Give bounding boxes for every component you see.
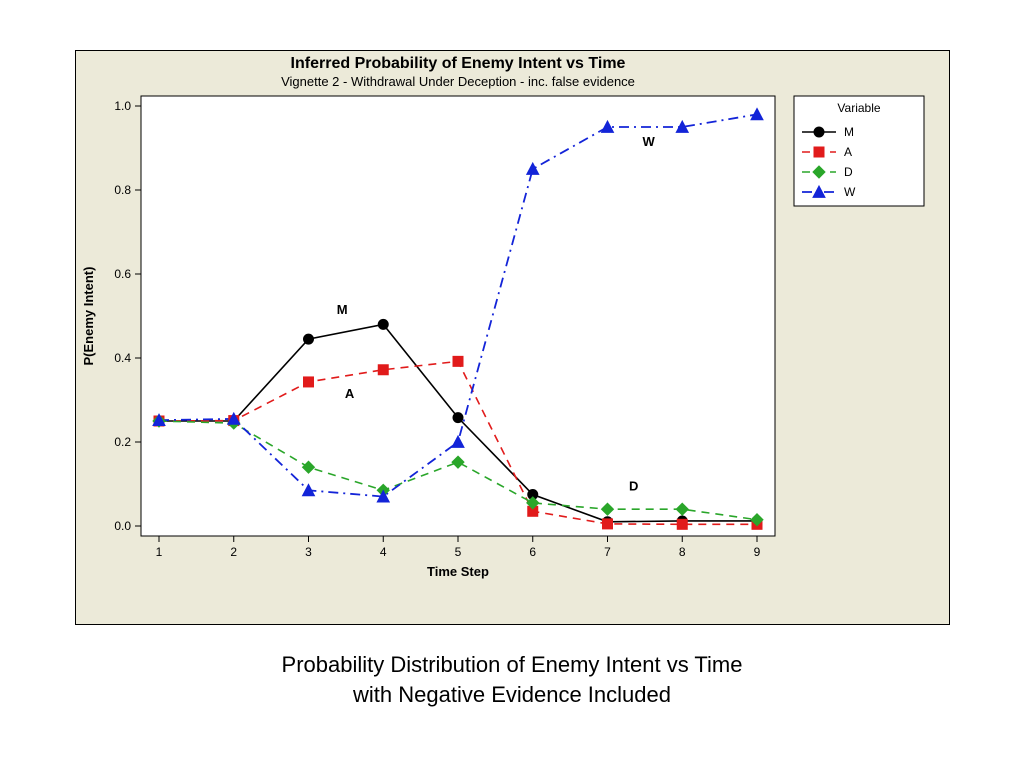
- svg-text:3: 3: [305, 545, 312, 559]
- chart-panel: Inferred Probability of Enemy Intent vs …: [75, 50, 950, 625]
- svg-text:D: D: [844, 165, 853, 179]
- svg-text:Time Step: Time Step: [427, 564, 489, 579]
- svg-text:6: 6: [529, 545, 536, 559]
- caption-line-2: with Negative Evidence Included: [0, 680, 1024, 710]
- svg-text:W: W: [642, 134, 655, 149]
- svg-text:0.6: 0.6: [114, 267, 131, 281]
- svg-text:M: M: [844, 125, 854, 139]
- svg-text:7: 7: [604, 545, 611, 559]
- svg-text:0.4: 0.4: [114, 351, 131, 365]
- svg-text:1: 1: [156, 545, 163, 559]
- svg-text:A: A: [345, 386, 355, 401]
- svg-text:W: W: [844, 185, 856, 199]
- svg-text:D: D: [629, 478, 638, 493]
- svg-text:0.0: 0.0: [114, 519, 131, 533]
- caption-line-1: Probability Distribution of Enemy Intent…: [0, 650, 1024, 680]
- svg-text:2: 2: [230, 545, 237, 559]
- svg-text:M: M: [337, 302, 348, 317]
- svg-text:9: 9: [754, 545, 761, 559]
- svg-text:A: A: [844, 145, 852, 159]
- svg-text:Variable: Variable: [837, 101, 880, 115]
- chart-svg: Inferred Probability of Enemy Intent vs …: [76, 51, 951, 626]
- svg-text:5: 5: [455, 545, 462, 559]
- svg-text:Inferred Probability of Enemy: Inferred Probability of Enemy Intent vs …: [291, 55, 626, 72]
- svg-text:0.2: 0.2: [114, 435, 131, 449]
- figure-caption: Probability Distribution of Enemy Intent…: [0, 650, 1024, 710]
- svg-text:0.8: 0.8: [114, 183, 131, 197]
- svg-text:1.0: 1.0: [114, 99, 131, 113]
- svg-text:Vignette 2 - Withdrawal Under: Vignette 2 - Withdrawal Under Deception …: [281, 74, 635, 89]
- svg-text:P(Enemy Intent): P(Enemy Intent): [81, 267, 96, 366]
- svg-text:8: 8: [679, 545, 686, 559]
- svg-text:4: 4: [380, 545, 387, 559]
